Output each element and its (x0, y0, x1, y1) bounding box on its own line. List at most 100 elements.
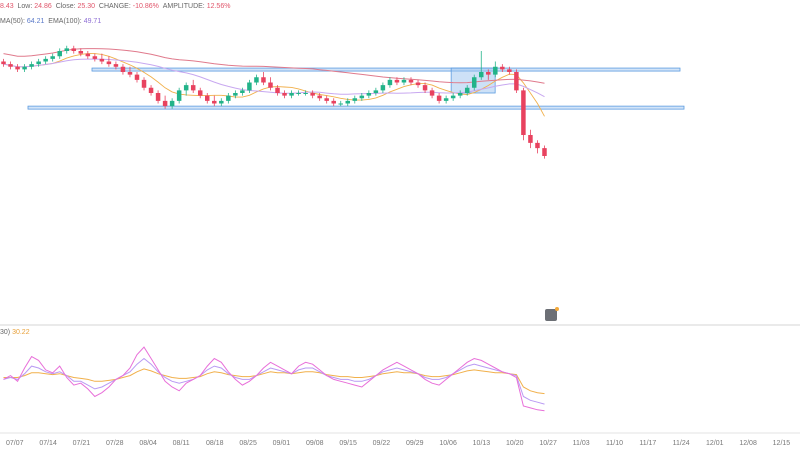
candle-body[interactable] (148, 87, 154, 93)
candle-body[interactable] (71, 48, 77, 51)
candle-body[interactable] (324, 98, 329, 101)
candle-body[interactable] (219, 100, 224, 104)
change-value: -10.86% (132, 3, 159, 10)
candle-body[interactable] (415, 82, 421, 86)
candle-body[interactable] (141, 79, 147, 88)
candle-body[interactable] (113, 64, 119, 67)
support-zone[interactable] (27, 105, 685, 110)
candle-body[interactable] (486, 72, 491, 75)
candle-body[interactable] (99, 58, 105, 62)
candle-body[interactable] (155, 93, 161, 101)
candle-body[interactable] (479, 72, 484, 78)
resistance-zone[interactable] (91, 67, 681, 72)
candle-body[interactable] (380, 85, 386, 91)
candle-body[interactable] (296, 93, 301, 94)
candle-body[interactable] (422, 85, 428, 91)
candle-body[interactable] (233, 93, 238, 96)
candle-body[interactable] (303, 93, 308, 94)
candle-body[interactable] (457, 93, 463, 96)
candle-body[interactable] (92, 56, 98, 59)
candle-body[interactable] (464, 87, 470, 93)
candle-body[interactable] (471, 77, 477, 88)
candle-body[interactable] (429, 90, 435, 96)
candle-body[interactable] (50, 56, 55, 59)
candle-body[interactable] (387, 79, 393, 86)
candle-body[interactable] (535, 142, 540, 149)
candle-body[interactable] (247, 82, 252, 91)
candle-body[interactable] (366, 93, 372, 96)
candle-body[interactable] (275, 87, 280, 93)
candle-body[interactable] (310, 93, 315, 96)
candle-body[interactable] (542, 148, 547, 156)
ma-label: MA(50): (0, 18, 25, 25)
candle-body[interactable] (514, 72, 519, 91)
candle-body[interactable] (493, 66, 498, 75)
candle-body[interactable] (169, 100, 175, 107)
candle-body[interactable] (521, 90, 526, 135)
candle-body[interactable] (240, 90, 245, 93)
candle-body[interactable] (450, 95, 456, 99)
candle-body[interactable] (408, 79, 414, 83)
x-tick-label: 09/29 (406, 440, 424, 447)
candle-body[interactable] (528, 135, 533, 143)
x-tick-label: 10/13 (473, 440, 491, 447)
candle-body[interactable] (183, 85, 189, 91)
candle-body[interactable] (507, 69, 512, 72)
candle-body[interactable] (317, 95, 322, 99)
candle-body[interactable] (8, 64, 13, 67)
candle-body[interactable] (106, 61, 112, 65)
candle-body[interactable] (22, 66, 27, 70)
candle-body[interactable] (205, 95, 210, 101)
candle-body[interactable] (289, 93, 294, 96)
candle-body[interactable] (443, 98, 449, 101)
candle-body[interactable] (127, 72, 133, 75)
candle-body[interactable] (190, 85, 196, 91)
candle-body[interactable] (120, 66, 126, 72)
x-tick-label: 09/15 (339, 440, 357, 447)
candle-body[interactable] (401, 79, 407, 83)
rsi-value: 30.22 (12, 329, 30, 336)
candle-body[interactable] (57, 51, 62, 57)
x-tick-label: 11/10 (606, 440, 623, 447)
candle-body[interactable] (394, 79, 400, 83)
candle-body[interactable] (268, 82, 273, 88)
candle-body[interactable] (15, 66, 20, 70)
candle-body[interactable] (500, 66, 505, 70)
candle-body[interactable] (261, 77, 266, 83)
candle-body[interactable] (331, 100, 336, 104)
amplitude-value: 12.56% (206, 3, 231, 10)
candle-body[interactable] (162, 100, 168, 107)
ma-mid-line (3, 58, 545, 98)
ohlc-header: 8.43 Low: 24.86 Close: 25.30 CHANGE: -10… (0, 3, 230, 10)
candle-body[interactable] (282, 93, 287, 96)
x-tick-label: 10/20 (506, 440, 524, 447)
drawing-tool-button[interactable] (545, 307, 559, 321)
candle-body[interactable] (64, 48, 69, 51)
candle-body[interactable] (436, 95, 442, 101)
candle-body[interactable] (29, 64, 34, 67)
ema-value: 49.71 (83, 18, 102, 25)
candle-body[interactable] (78, 51, 84, 54)
rsi-layer (3, 346, 545, 412)
x-tick-label: 11/17 (639, 440, 656, 447)
candle-body[interactable] (352, 98, 358, 101)
candle-body[interactable] (85, 53, 91, 57)
candle-body[interactable] (134, 74, 140, 80)
candle-body[interactable] (197, 90, 203, 96)
candle-body[interactable] (373, 90, 379, 93)
x-tick-label: 07/07 (6, 440, 24, 447)
candle-body[interactable] (36, 61, 41, 65)
candle-body[interactable] (226, 95, 231, 101)
candle-body[interactable] (176, 90, 182, 101)
low-label: Low: (17, 3, 33, 10)
candle-body[interactable] (345, 100, 351, 104)
x-tick-label: 07/28 (106, 440, 124, 447)
notification-dot (555, 307, 559, 311)
candle-body[interactable] (359, 95, 365, 99)
candle-body[interactable] (1, 61, 6, 65)
candle-body[interactable] (43, 58, 48, 62)
candle-body[interactable] (212, 100, 217, 104)
candle-body[interactable] (254, 77, 259, 83)
candle-body[interactable] (338, 103, 343, 105)
